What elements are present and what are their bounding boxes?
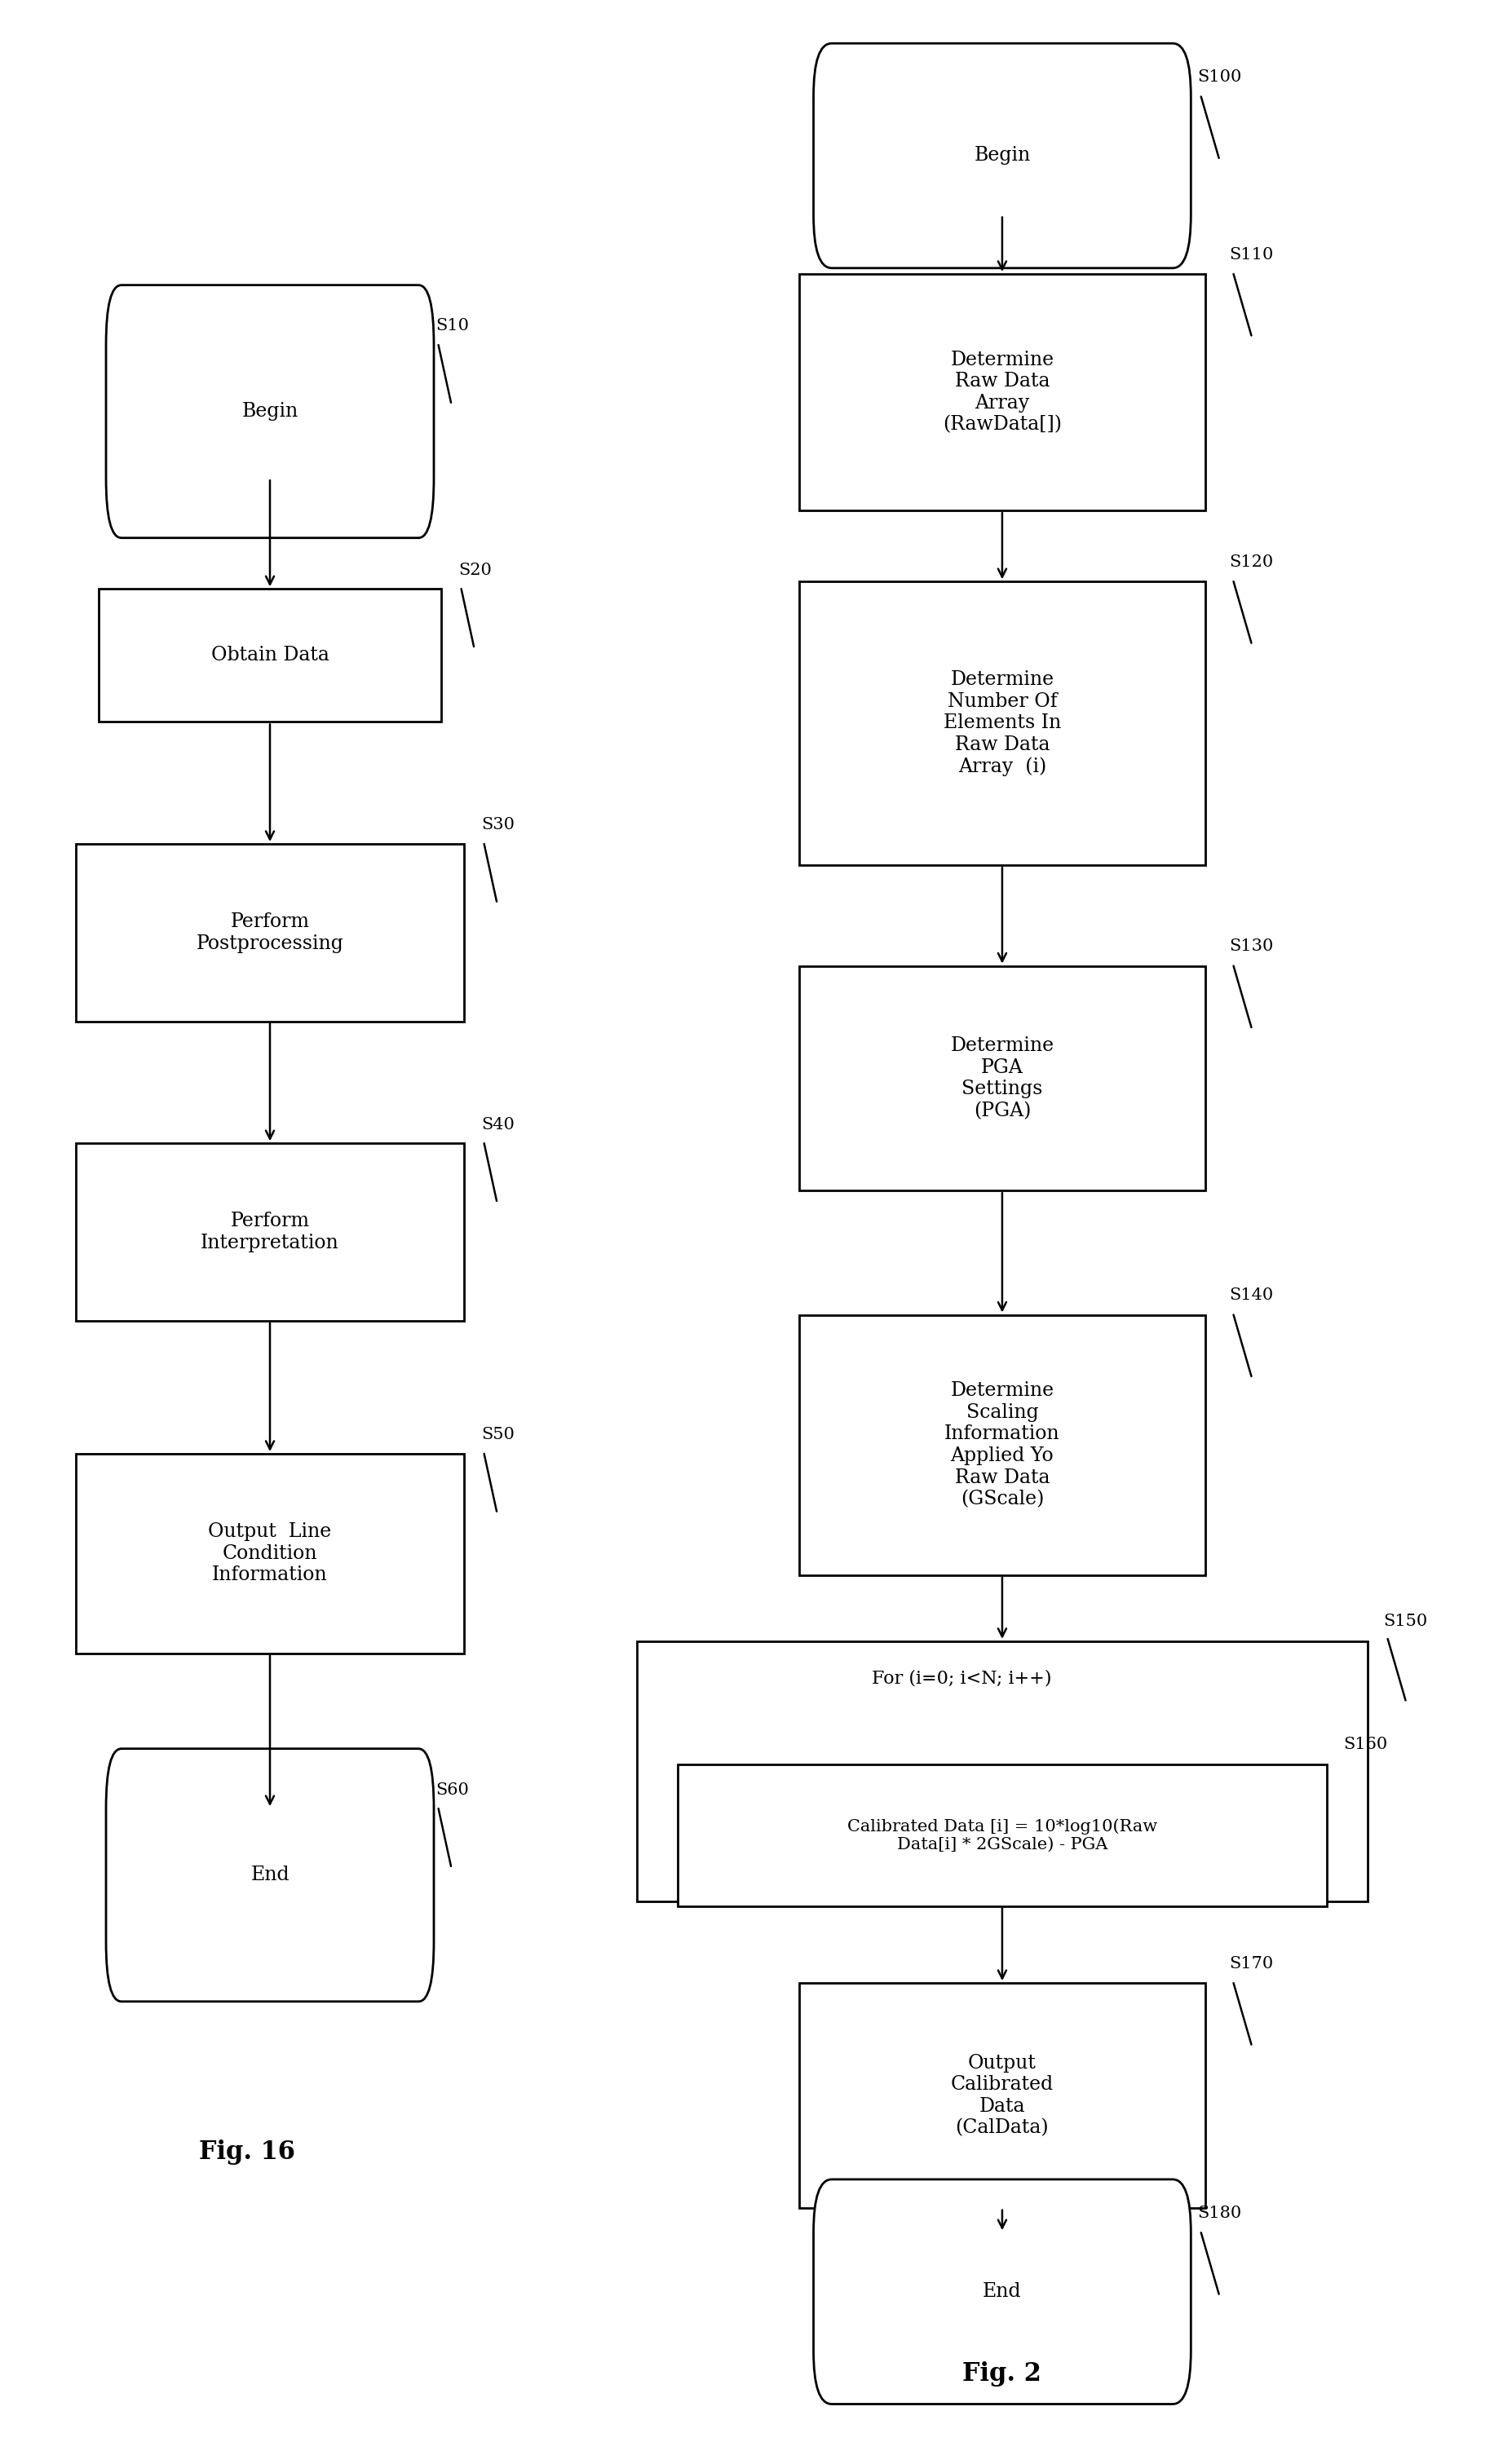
- Bar: [800, 1316, 1205, 1574]
- FancyBboxPatch shape: [813, 2178, 1190, 2405]
- Text: Calibrated Data [i] = 10*log10(Raw
Data[i] * 2GScale) - PGA: Calibrated Data [i] = 10*log10(Raw Data[…: [848, 1818, 1157, 1853]
- Bar: [75, 845, 464, 1023]
- Text: S170: S170: [1229, 1956, 1273, 1971]
- Text: S160: S160: [1344, 1737, 1387, 1752]
- Text: Determine
PGA
Settings
(PGA): Determine PGA Settings (PGA): [950, 1037, 1054, 1121]
- Bar: [75, 1143, 464, 1321]
- Bar: [678, 1764, 1327, 1907]
- Text: Begin: Begin: [974, 145, 1031, 165]
- Text: End: End: [251, 1865, 290, 1885]
- Text: S40: S40: [481, 1116, 514, 1133]
- Text: End: End: [983, 2282, 1022, 2301]
- Text: Perform
Interpretation: Perform Interpretation: [201, 1212, 340, 1252]
- Text: Perform
Postprocessing: Perform Postprocessing: [197, 912, 344, 954]
- Text: Determine
Scaling
Information
Applied Yo
Raw Data
(GScale): Determine Scaling Information Applied Yo…: [944, 1382, 1060, 1508]
- Bar: [800, 582, 1205, 865]
- Bar: [800, 1984, 1205, 2208]
- Text: Output  Line
Condition
Information: Output Line Condition Information: [209, 1523, 332, 1584]
- Bar: [800, 274, 1205, 510]
- Text: S60: S60: [436, 1781, 469, 1799]
- Text: S150: S150: [1384, 1614, 1428, 1629]
- Text: S120: S120: [1229, 554, 1273, 569]
- Text: S10: S10: [436, 318, 469, 333]
- Text: S130: S130: [1229, 939, 1275, 954]
- Text: Fig. 16: Fig. 16: [198, 2139, 295, 2166]
- Bar: [75, 1454, 464, 1653]
- Text: Determine
Raw Data
Array
(RawData[]): Determine Raw Data Array (RawData[]): [942, 350, 1061, 434]
- Text: S140: S140: [1229, 1289, 1273, 1303]
- Text: S180: S180: [1196, 2205, 1241, 2220]
- Text: Obtain Data: Obtain Data: [210, 646, 329, 665]
- Bar: [800, 966, 1205, 1190]
- Text: Begin: Begin: [242, 402, 298, 421]
- FancyBboxPatch shape: [107, 286, 434, 537]
- Text: S100: S100: [1196, 69, 1241, 84]
- Text: For (i=0; i<N; i++): For (i=0; i<N; i++): [872, 1671, 1052, 1688]
- Text: S50: S50: [481, 1427, 514, 1444]
- FancyBboxPatch shape: [107, 1749, 434, 2001]
- FancyBboxPatch shape: [813, 44, 1190, 269]
- Text: Determine
Number Of
Elements In
Raw Data
Array  (i): Determine Number Of Elements In Raw Data…: [944, 670, 1061, 776]
- Text: S30: S30: [481, 818, 514, 833]
- Text: Output
Calibrated
Data
(CalData): Output Calibrated Data (CalData): [951, 2053, 1054, 2136]
- Text: S110: S110: [1229, 246, 1275, 261]
- Text: Fig. 2: Fig. 2: [963, 2361, 1042, 2385]
- Bar: [637, 1641, 1368, 1902]
- Text: S20: S20: [458, 562, 491, 577]
- Bar: [99, 589, 442, 722]
